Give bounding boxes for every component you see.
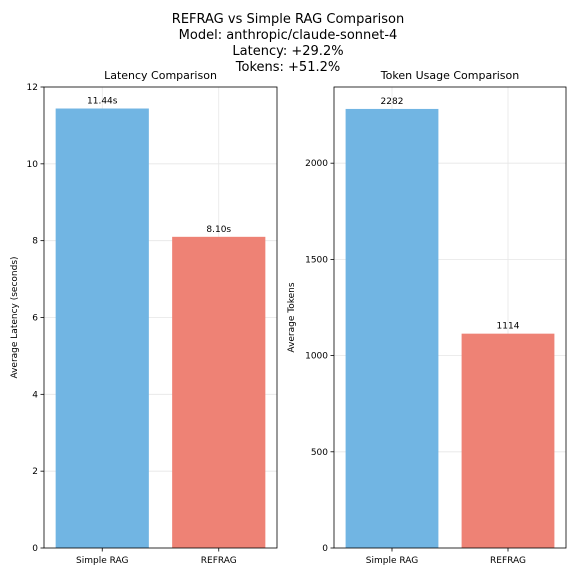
latency-ytick-label-5: 10	[27, 160, 39, 170]
latency-ytick-label-6: 12	[27, 83, 38, 93]
figure-title-line-4: Tokens: +51.2%	[235, 60, 340, 75]
tokens-bar-label-1: 1114	[497, 322, 520, 332]
latency-xtick-label-1: REFRAG	[201, 556, 237, 566]
latency-bar-simple-rag	[55, 108, 149, 548]
tokens-ytick-label-2: 1000	[305, 352, 328, 362]
figure-title-line-1: REFRAG vs Simple RAG Comparison	[172, 12, 404, 27]
tokens-chart: 2282 1114 0 500 1000 1500 2000 Simple RAG REFRAG…	[287, 69, 567, 566]
latency-bar-refrag	[172, 236, 266, 548]
latency-ytick-label-2: 4	[32, 390, 38, 400]
figure-title-line-3: Latency: +29.2%	[232, 44, 343, 59]
tokens-xtick-label-0: Simple RAG	[366, 556, 418, 566]
latency-bar-label-0: 11.44s	[87, 97, 118, 107]
latency-ytick-label-1: 2	[32, 467, 38, 477]
latency-xtick-label-0: Simple RAG	[76, 556, 128, 566]
tokens-ytick-label-4: 2000	[305, 159, 328, 169]
tokens-ytick-label-3: 1500	[305, 255, 328, 265]
latency-ytick-label-3: 6	[32, 314, 38, 324]
latency-chart-title: Latency Comparison	[104, 69, 217, 82]
latency-ytick-label-4: 8	[32, 237, 38, 247]
latency-bar-label-1: 8.10s	[206, 225, 231, 235]
tokens-axes-frame	[333, 86, 567, 549]
latency-chart: 11.44s 8.10s 0 2 4 6 8 10 12 Simple RAG REFRAG Late…	[10, 69, 278, 566]
latency-ytick-label-0: 0	[32, 544, 38, 554]
figure-title: REFRAG vs Simple RAG Comparison Model: a…	[172, 12, 404, 75]
latency-y-axis-label: Average Latency (seconds)	[10, 256, 20, 378]
tokens-y-axis-label: Average Tokens	[287, 282, 297, 352]
figure-title-line-2: Model: anthropic/claude-sonnet-4	[179, 28, 398, 43]
tokens-bar-label-0: 2282	[381, 97, 404, 107]
tokens-xtick-label-1: REFRAG	[490, 556, 526, 566]
tokens-ytick-label-1: 500	[311, 448, 328, 458]
tokens-bar-refrag	[461, 333, 555, 548]
tokens-bar-simple-rag	[345, 108, 439, 549]
tokens-ytick-label-0: 0	[322, 544, 328, 554]
tokens-chart-title: Token Usage Comparison	[380, 69, 519, 82]
